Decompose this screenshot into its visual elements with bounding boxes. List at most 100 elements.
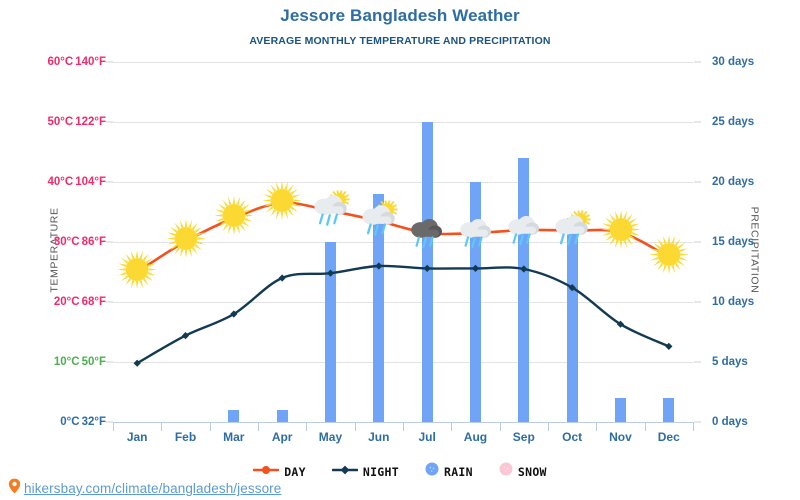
sun-behind-rain-cloud-icon <box>358 199 400 248</box>
night-data-point: Jan: 9.8°C <box>133 359 141 367</box>
y-axis-left-tick-label: 40°C 104°F <box>47 176 106 188</box>
x-axis-tick <box>209 423 258 431</box>
y-axis-right-tick-mark <box>694 241 701 243</box>
x-axis-labels: Jan Feb Mar Apr May Jun Jul Aug Sep Oct Nov Dec <box>113 430 693 444</box>
rain-bar <box>373 194 385 422</box>
x-axis-month-label: Jun <box>368 430 390 444</box>
y-axis-left-tick-label: 20°C 68°F <box>53 296 106 308</box>
chart-subtitle: AVERAGE MONTHLY TEMPERATURE AND PRECIPIT… <box>249 35 551 47</box>
y-axis-right-tick-label: 0 days <box>712 416 748 428</box>
sun-behind-rain-cloud-icon <box>551 208 593 257</box>
x-axis-end-tick <box>693 422 694 431</box>
rain-bar <box>663 398 675 422</box>
night-data-point: Oct: 22.4°C <box>568 284 576 292</box>
night-data-point: Aug: 25.6°C <box>471 264 480 272</box>
y-axis-left-tick-mark <box>106 421 113 423</box>
sun-icon <box>115 248 159 297</box>
sun-icon <box>647 233 691 282</box>
night-data-point: Jul: 25.6°C <box>423 264 431 272</box>
x-axis-month-label: Aug <box>463 430 488 444</box>
y-axis-right-tick-mark <box>694 121 701 123</box>
x-axis-tick <box>499 423 548 431</box>
legend-label: SNOW <box>517 464 547 479</box>
x-axis-month-label: Jul <box>418 430 436 444</box>
gridline <box>113 362 693 363</box>
legend-item-snow[interactable]: SNOW <box>499 462 547 481</box>
x-axis-tick <box>596 423 644 431</box>
rain-bar <box>276 410 288 422</box>
night-data-point: Mar: 18°C <box>230 310 238 318</box>
night-data-point: Dec: 12.6°C <box>665 342 673 350</box>
x-axis-tick <box>306 423 354 431</box>
legend-marker-snow-icon <box>499 462 513 481</box>
gridline <box>113 122 693 123</box>
y-axis-right-tick-mark <box>694 301 701 303</box>
sun-icon <box>599 208 643 257</box>
x-axis-tick <box>402 423 451 431</box>
legend-marker-rain-icon <box>425 462 439 481</box>
x-axis-tick <box>113 423 161 431</box>
y-axis-right-tick-label: 10 days <box>712 296 755 308</box>
legend-label: DAY <box>284 464 306 479</box>
x-axis-month-label: Sep <box>512 430 535 444</box>
y-axis-right-tick-label: 20 days <box>712 176 755 188</box>
night-data-point: Apr: 24°C <box>278 274 286 282</box>
y-axis-left-tick-label: 50°C 122°F <box>47 116 106 128</box>
y-axis-left-tick-label: 10°C 50°F <box>53 356 106 368</box>
gridline <box>113 182 693 183</box>
night-data-point: Jun: 26°C <box>375 262 383 270</box>
chart-legend: DAY NIGHT RAIN SNOW <box>0 462 800 481</box>
x-axis <box>113 422 693 444</box>
night-data-point: Sep: 25.5°C <box>520 265 528 273</box>
page-title: Jessore Bangladesh Weather <box>280 6 520 25</box>
x-axis-tick <box>161 423 209 431</box>
legend-item-rain[interactable]: RAIN <box>425 462 473 481</box>
x-axis-month-label: Nov <box>609 430 632 444</box>
sun-icon <box>164 217 208 266</box>
y-axis-left-tick-mark <box>106 61 113 63</box>
y-axis-left-tick-mark <box>106 301 113 303</box>
chart-plot-area: Jan: 25°CFeb: 30.1°CMar: 34°CApr: 36.5°C… <box>113 62 693 423</box>
legend-marker-night-icon <box>331 463 359 481</box>
x-axis-month-label: Mar <box>223 430 245 444</box>
gridline <box>113 302 693 303</box>
footer-url-link[interactable]: hikersbay.com/climate/bangladesh/jessore <box>24 481 282 496</box>
y-axis-right-tick-mark <box>694 61 701 63</box>
legend-label: NIGHT <box>362 464 399 479</box>
x-axis-month-label: Apr <box>271 430 293 444</box>
location-pin-icon <box>8 478 21 499</box>
y-axis-right-tick-mark <box>694 361 701 363</box>
y-axis-right-tick-mark <box>694 181 701 183</box>
y-axis-title-precipitation: PRECIPITATION <box>748 206 761 294</box>
legend-item-day[interactable]: DAY <box>252 463 306 481</box>
y-axis-right-tick-mark <box>694 421 701 423</box>
y-axis-right-tick-label: 25 days <box>712 116 755 128</box>
legend-label: RAIN <box>443 464 473 479</box>
x-axis-month-label: Oct <box>562 430 583 444</box>
sun-icon <box>212 194 256 243</box>
x-axis-month-label: Jan <box>126 430 148 444</box>
rain-bar <box>470 182 481 422</box>
y-axis-left-tick-mark <box>106 181 113 183</box>
gridline <box>113 242 693 243</box>
x-axis-month-label: Feb <box>174 430 197 444</box>
night-data-point: May: 24.8°C <box>326 269 335 277</box>
night-temperature-line <box>135 264 671 365</box>
footer: hikersbay.com/climate/bangladesh/jessore <box>8 478 281 499</box>
x-axis-tick <box>451 423 499 431</box>
legend-marker-day-icon <box>252 463 280 481</box>
y-axis-left-tick-label: 0°C 32°F <box>60 416 106 428</box>
y-axis-left-tick-mark <box>106 361 113 363</box>
y-axis-title-temperature: TEMPERATURE <box>48 207 61 293</box>
y-axis-left-tick-mark <box>106 241 113 243</box>
x-axis-tick <box>547 423 596 431</box>
y-axis-left-tick-label: 30°C 86°F <box>53 236 106 248</box>
cloud-with-heavy-rain-icon <box>407 215 447 260</box>
rain-bar <box>325 242 336 422</box>
y-axis-left-tick-label: 60°C 140°F <box>47 56 106 68</box>
legend-item-night[interactable]: NIGHT <box>331 463 399 481</box>
x-axis-month-label: May <box>318 430 343 444</box>
x-axis-month-label: Dec <box>657 430 680 444</box>
night-data-point: Nov: 16.3°C <box>616 320 625 328</box>
y-axis-left-tick-mark <box>106 121 113 123</box>
